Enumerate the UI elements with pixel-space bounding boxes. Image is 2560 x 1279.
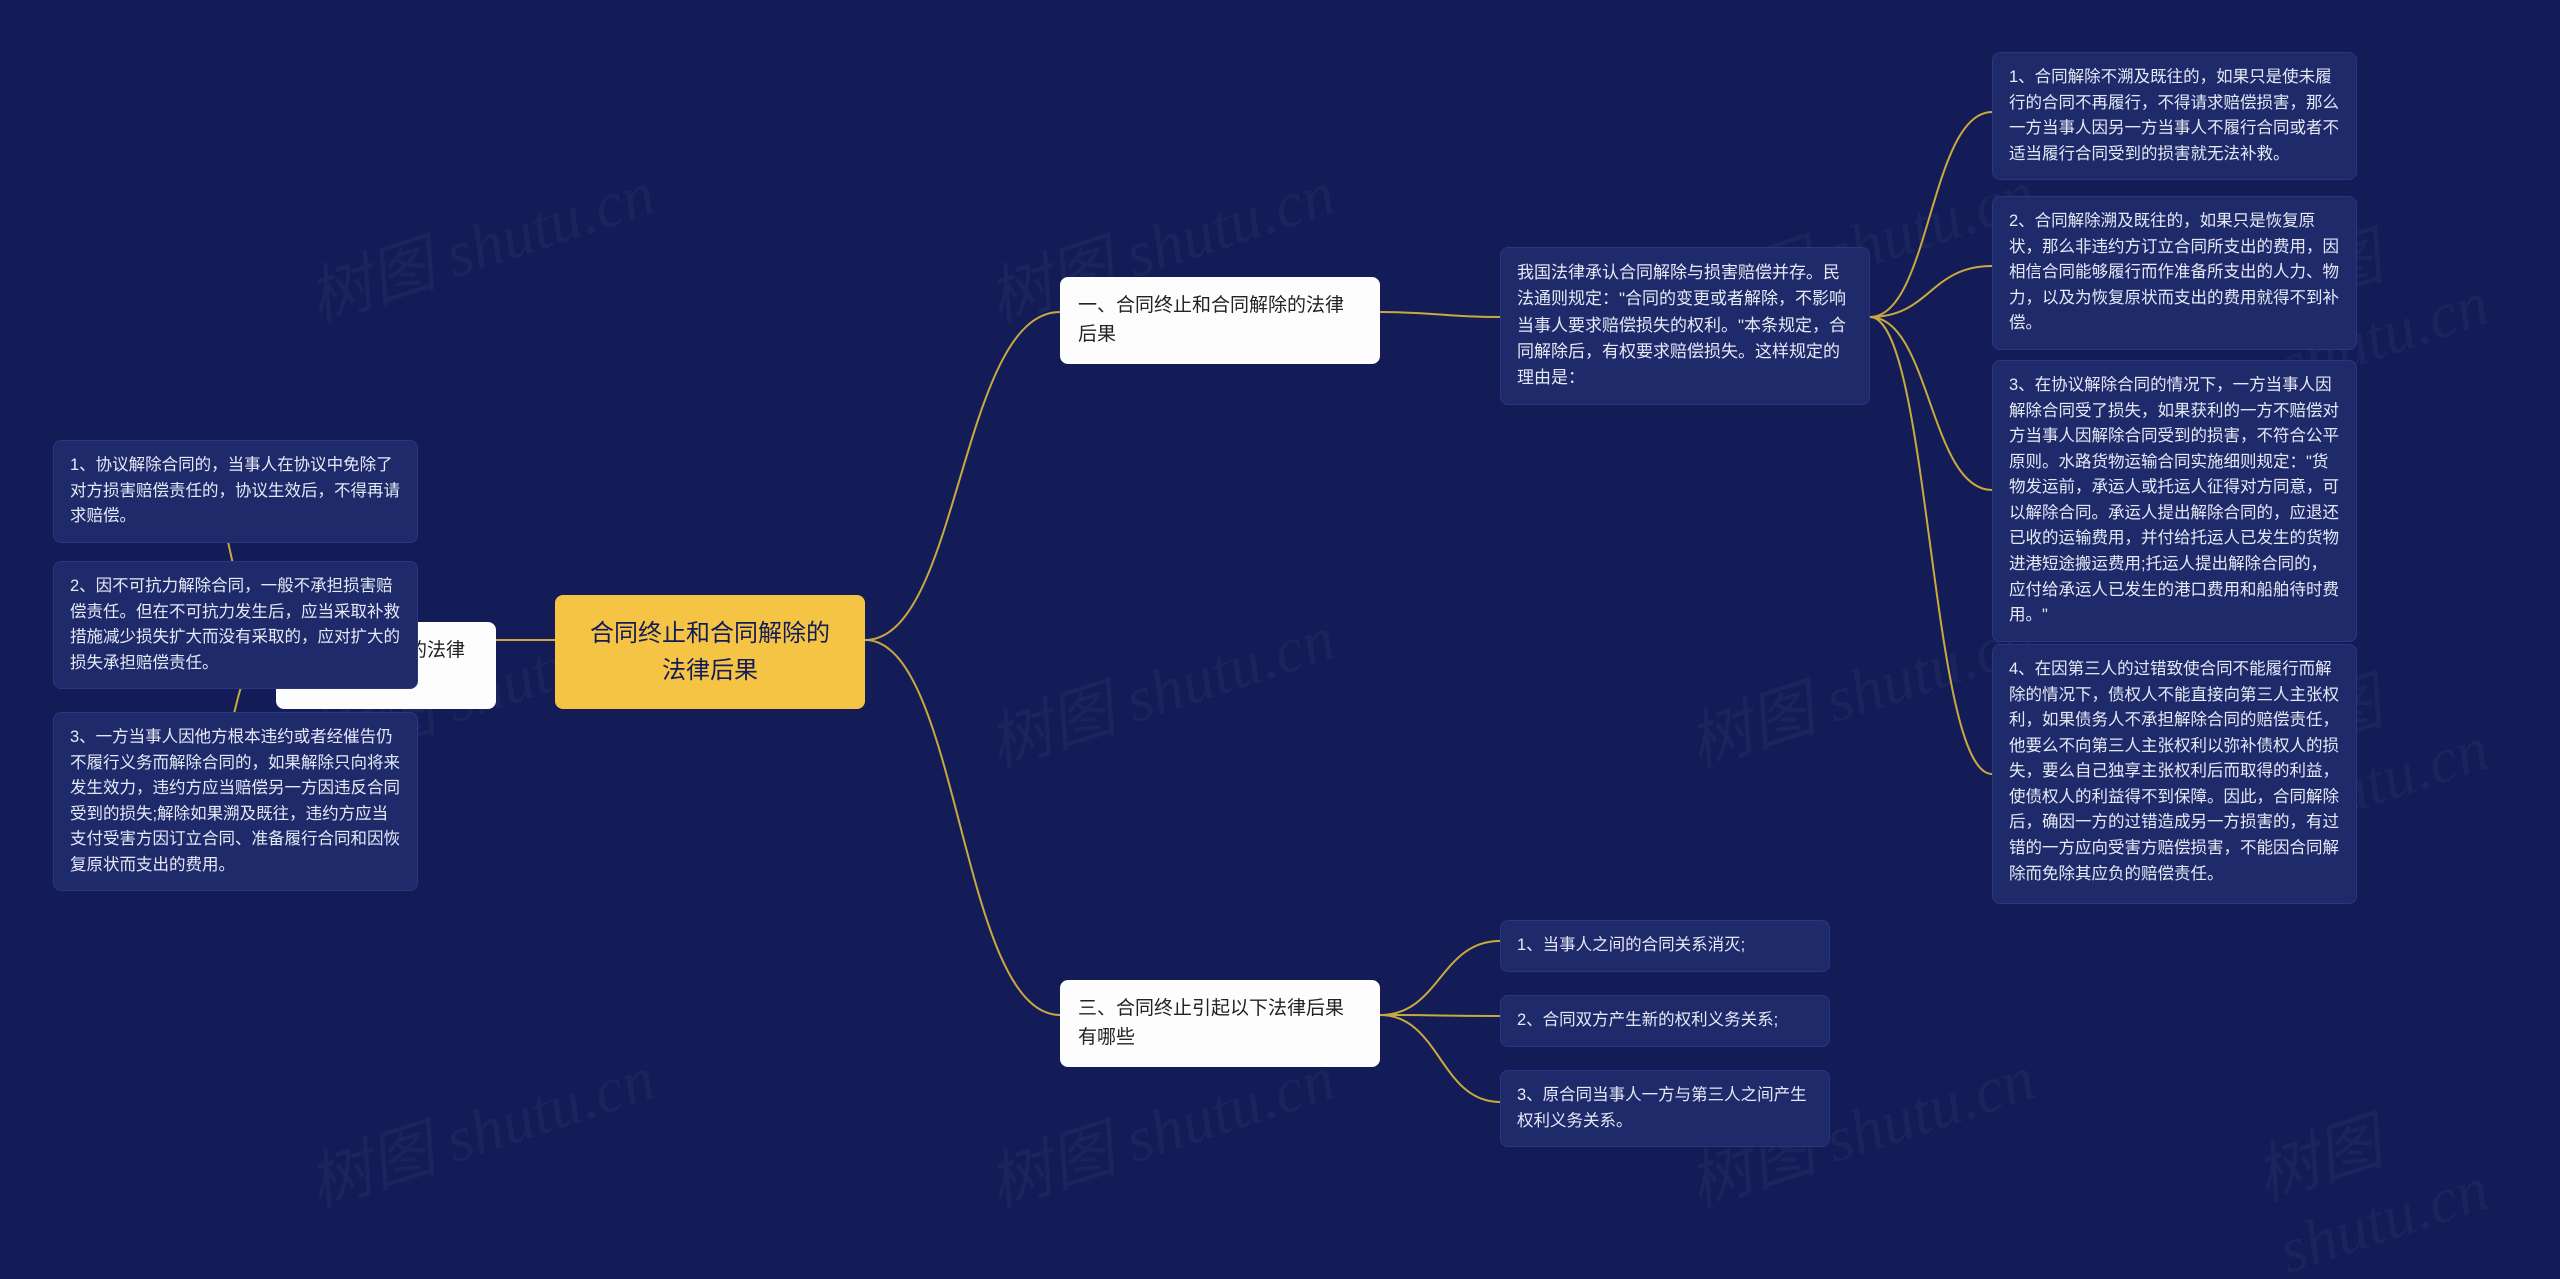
branch-2-leaf-2: 3、一方当事人因他方根本违约或者经催告仍不履行义务而解除合同的，如果解除只向将来… [53,712,418,891]
branch-1-leaf-0: 1、合同解除不溯及既往的，如果只是使未履行的合同不再履行，不得请求赔偿损害，那么… [1992,52,2357,180]
branch-1-leaf-3: 4、在因第三人的过错致使合同不能履行而解除的情况下，债权人不能直接向第三人主张权… [1992,644,2357,904]
branch-2-leaf-1: 2、因不可抗力解除合同，一般不承担损害赔偿责任。但在不可抗力发生后，应当采取补救… [53,561,418,689]
branch-1-leaf-1: 2、合同解除溯及既往的，如果只是恢复原状，那么非违约方订立合同所支出的费用，因相… [1992,196,2357,350]
root-node: 合同终止和合同解除的法律后果 [555,595,865,709]
branch-3: 三、合同终止引起以下法律后果有哪些 [1060,980,1380,1067]
branch-2-leaf-0: 1、协议解除合同的，当事人在协议中免除了对方损害赔偿责任的，协议生效后，不得再请… [53,440,418,543]
branch-3-leaf-0: 1、当事人之间的合同关系消灭; [1500,920,1830,972]
branch-3-leaf-1: 2、合同双方产生新的权利义务关系; [1500,995,1830,1047]
branch-1-sub: 我国法律承认合同解除与损害赔偿并存。民法通则规定："合同的变更或者解除，不影响当… [1500,247,1870,405]
branch-1: 一、合同终止和合同解除的法律后果 [1060,277,1380,364]
branch-3-leaf-2: 3、原合同当事人一方与第三人之间产生权利义务关系。 [1500,1070,1830,1147]
branch-1-leaf-2: 3、在协议解除合同的情况下，一方当事人因解除合同受了损失，如果获利的一方不赔偿对… [1992,360,2357,642]
